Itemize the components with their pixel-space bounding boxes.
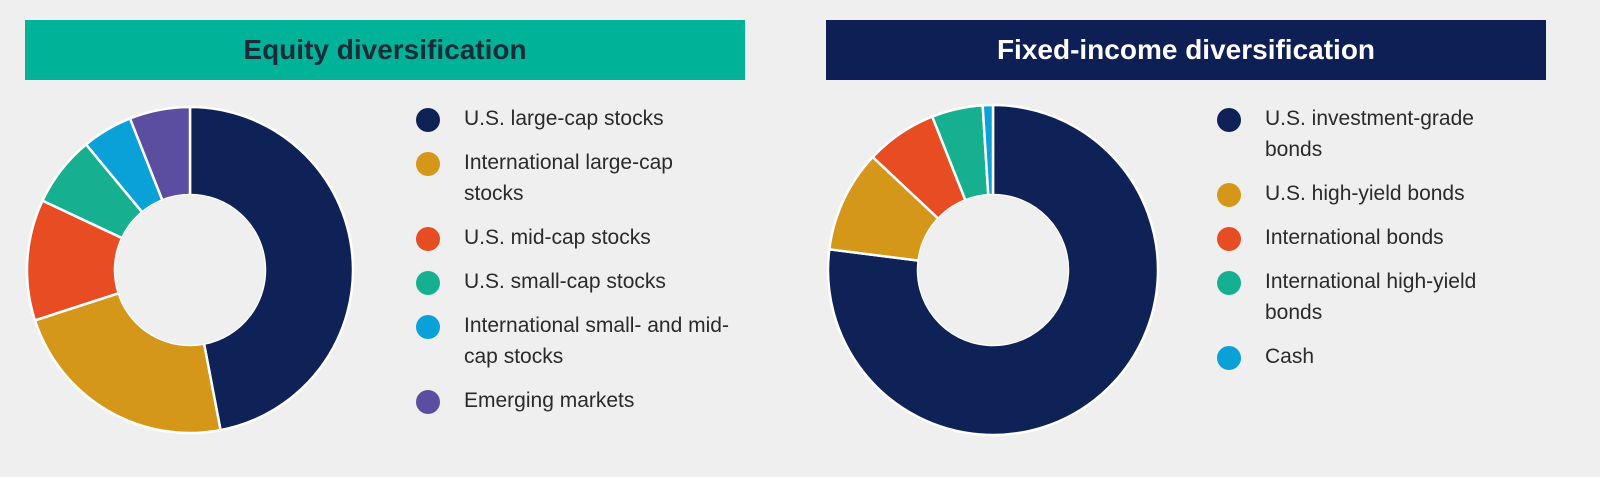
legend-label: International high-yield bonds <box>1265 270 1477 324</box>
legend-item: Emerging markets <box>410 388 730 416</box>
legend-item: International large-cap stocks <box>410 150 730 209</box>
chart-panel: Fixed-income diversification U.S. investm… <box>801 0 1600 477</box>
chart-title: Fixed-income diversification <box>826 20 1546 80</box>
legend-item: U.S. small-cap stocks <box>410 269 730 297</box>
legend-label: Emerging markets <box>464 389 635 412</box>
legend-item: International small- and mid-cap stocks <box>410 313 730 372</box>
legend-swatch <box>416 227 440 251</box>
donut-hole <box>918 195 1068 345</box>
legend-item: U.S. high-yield bonds <box>1211 181 1531 209</box>
legend-swatch <box>1217 271 1241 295</box>
legend-label: Cash <box>1265 345 1315 368</box>
legend-swatch <box>416 108 440 132</box>
legend-item: International high-yield bonds <box>1211 269 1531 328</box>
legend-label: U.S. investment-grade bonds <box>1265 107 1474 161</box>
legend-swatch <box>1217 346 1241 370</box>
donut-hole <box>115 195 265 345</box>
legend-swatch <box>416 271 440 295</box>
legend-label: International small- and mid-cap stocks <box>464 314 729 368</box>
legend-swatch <box>416 152 440 176</box>
legend-label: U.S. small-cap stocks <box>464 270 666 293</box>
legend-item: Cash <box>1211 344 1531 372</box>
legend-item: U.S. mid-cap stocks <box>410 225 730 253</box>
legend-label: U.S. high-yield bonds <box>1265 182 1465 205</box>
legend: U.S. investment-grade bonds U.S. high-yie… <box>1211 106 1531 372</box>
chart-panel: Equity diversification U.S. large-cap sto… <box>25 20 745 435</box>
legend-swatch <box>1217 108 1241 132</box>
donut-chart <box>826 103 1160 437</box>
legend-item: U.S. large-cap stocks <box>410 106 730 134</box>
legend-swatch <box>416 390 440 414</box>
donut-chart <box>25 105 355 435</box>
legend-item: International bonds <box>1211 225 1531 253</box>
legend-swatch <box>1217 227 1241 251</box>
legend: U.S. large-cap stocks International large… <box>410 106 730 416</box>
chart-title: Equity diversification <box>25 20 745 80</box>
legend-swatch <box>1217 183 1241 207</box>
legend-swatch <box>416 315 440 339</box>
legend-label: U.S. large-cap stocks <box>464 107 664 130</box>
legend-item: U.S. investment-grade bonds <box>1211 106 1531 165</box>
legend-label: International bonds <box>1265 226 1444 249</box>
legend-label: International large-cap stocks <box>464 151 673 205</box>
legend-label: U.S. mid-cap stocks <box>464 226 651 249</box>
